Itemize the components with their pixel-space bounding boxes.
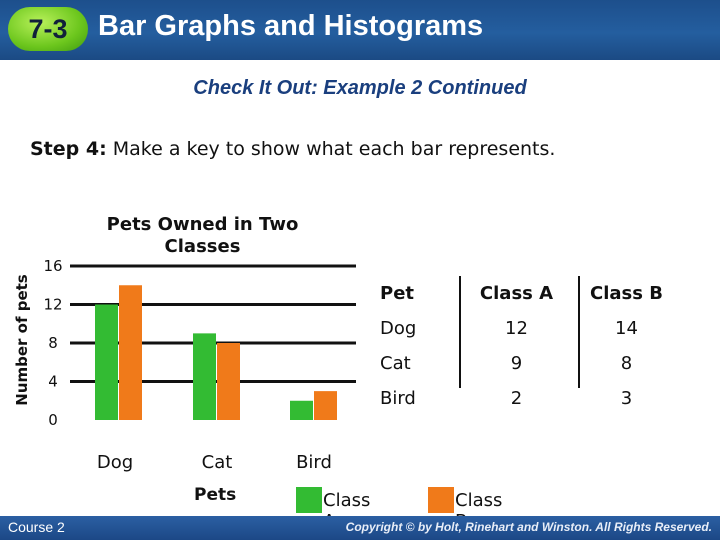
table-header-cell: Class B <box>590 283 663 304</box>
slide-subtitle: Check It Out: Example 2 Continued <box>193 77 527 99</box>
course-label: Course 2 <box>8 519 65 535</box>
legend-swatch-class-b <box>428 487 454 513</box>
bar <box>95 304 118 420</box>
table-cell: Bird <box>380 388 416 409</box>
table-cell: 2 <box>510 388 523 409</box>
x-tick-label: Dog <box>97 452 133 473</box>
footer-band: Course 2 Copyright © by Holt, Rinehart a… <box>0 516 720 540</box>
legend-swatch-class-a <box>296 487 322 513</box>
y-tick-label: 12 <box>43 296 62 314</box>
table-cell: 9 <box>510 353 523 374</box>
x-tick-label: Cat <box>202 452 233 473</box>
table-cell: 8 <box>620 353 633 374</box>
y-tick-label: 0 <box>48 411 58 429</box>
y-tick-label: 4 <box>48 373 58 391</box>
lesson-title: Bar Graphs and Histograms <box>98 10 484 42</box>
bar <box>193 333 216 420</box>
table-row: Bird 2 3 <box>364 381 679 416</box>
x-tick-label: Bird <box>296 452 332 473</box>
table-cell: 12 <box>505 318 528 339</box>
step-instruction: Step 4: Make a key to show what each bar… <box>30 138 555 160</box>
table-cell: 3 <box>620 388 633 409</box>
y-tick-label: 16 <box>43 257 62 275</box>
table-header-cell: Pet <box>380 283 415 304</box>
table-cell: 14 <box>615 318 638 339</box>
data-table: Pet Class A Class B Dog 12 14 Cat 9 8 Bi… <box>364 276 679 416</box>
header-band: 7-3 Bar Graphs and Histograms <box>0 0 720 60</box>
table-header-cell: Class A <box>479 283 554 304</box>
table-divider <box>459 276 461 388</box>
y-tick-label: 8 <box>48 334 58 352</box>
table-divider <box>578 276 580 388</box>
step-text: Make a key to show what each bar represe… <box>112 138 556 160</box>
table-row: Cat 9 8 <box>364 346 679 381</box>
lesson-badge: 7-3 <box>8 7 88 51</box>
bar <box>290 400 313 420</box>
table-row: Dog 12 14 <box>364 311 679 346</box>
chart-title: Pets Owned in Two Classes <box>106 214 299 257</box>
x-axis-label: Pets <box>194 485 237 505</box>
table-cell: Dog <box>380 318 417 339</box>
step-label: Step 4: <box>30 138 107 160</box>
table-cell: Cat <box>380 353 411 374</box>
table-header-row: Pet Class A Class B <box>364 276 679 311</box>
bar <box>119 285 142 420</box>
bar <box>314 391 337 420</box>
copyright-notice: Copyright © by Holt, Rinehart and Winsto… <box>345 520 712 534</box>
bar <box>217 343 240 420</box>
